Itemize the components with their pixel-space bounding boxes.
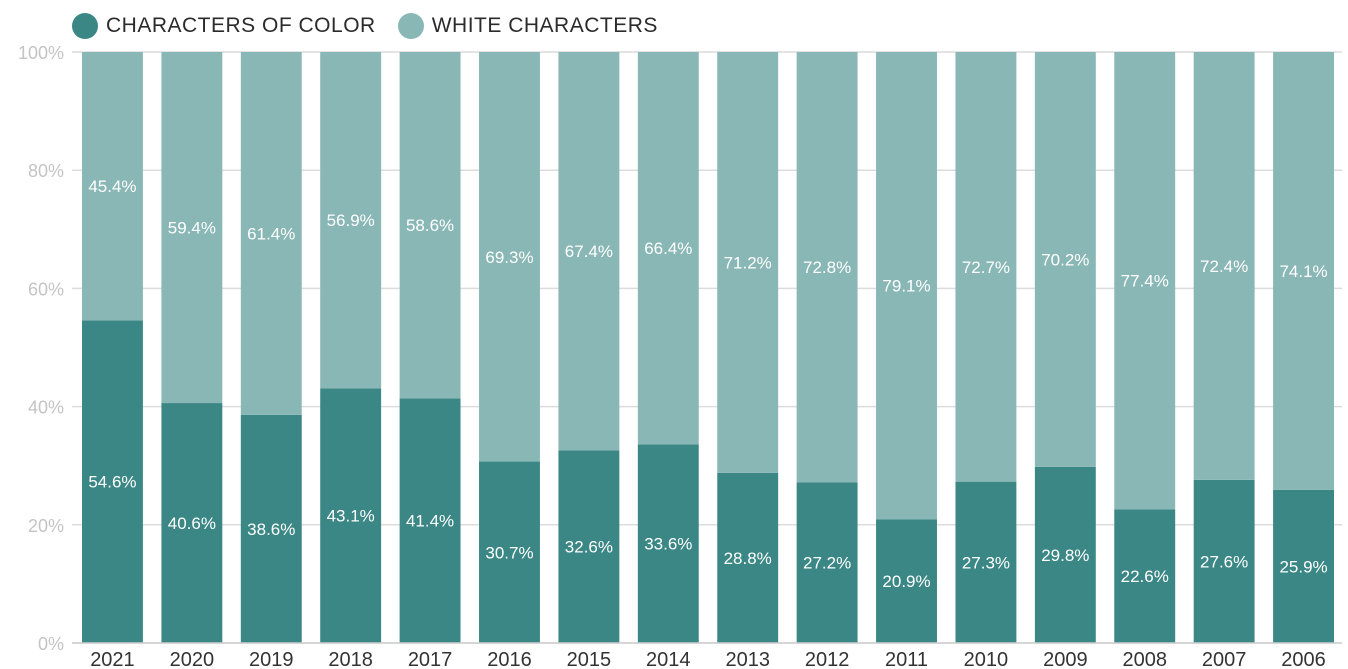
data-label-characters-of-color: 41.4%: [406, 512, 454, 531]
bar-white-characters: [320, 52, 382, 389]
bar-characters-of-color: [876, 519, 937, 643]
data-label-characters-of-color: 29.8%: [1041, 546, 1089, 565]
bar-characters-of-color: [399, 398, 461, 643]
data-label-characters-of-color: 30.7%: [485, 543, 533, 562]
bar-characters-of-color: [717, 472, 779, 643]
x-tick-label: 2018: [328, 649, 373, 669]
x-tick-label: 2017: [408, 649, 453, 669]
data-label-white-characters: 79.1%: [882, 277, 930, 296]
data-label-white-characters: 70.2%: [1041, 250, 1089, 269]
data-label-white-characters: 56.9%: [327, 211, 375, 230]
data-label-white-characters: 66.4%: [644, 239, 692, 258]
x-tick-label: 2016: [487, 649, 532, 669]
y-tick-label: 60%: [28, 279, 64, 299]
bar-white-characters: [637, 52, 699, 445]
bar-characters-of-color: [479, 461, 540, 643]
y-tick-label: 20%: [28, 516, 64, 536]
bar-white-characters: [955, 52, 1017, 482]
data-label-white-characters: 58.6%: [406, 216, 454, 235]
x-tick-label: 2014: [646, 649, 691, 669]
data-label-characters-of-color: 54.6%: [88, 473, 136, 492]
bar-characters-of-color: [955, 481, 1017, 643]
x-tick-label: 2013: [725, 649, 770, 669]
x-tick-label: 2007: [1202, 649, 1247, 669]
bar-white-characters: [399, 52, 461, 399]
chart-legend: CHARACTERS OF COLOR WHITE CHARACTERS: [72, 10, 658, 42]
x-tick-label: 2008: [1122, 649, 1167, 669]
x-tick-label: 2012: [805, 649, 850, 669]
bar-white-characters: [796, 52, 858, 483]
bar-characters-of-color: [796, 482, 858, 643]
data-label-characters-of-color: 33.6%: [644, 535, 692, 554]
x-tick-label: 2006: [1281, 649, 1326, 669]
x-tick-label: 2011: [885, 649, 928, 669]
data-label-white-characters: 77.4%: [1121, 272, 1169, 291]
bar-white-characters: [1114, 52, 1176, 510]
legend-label-characters-of-color: CHARACTERS OF COLOR: [106, 14, 376, 37]
data-label-characters-of-color: 20.9%: [882, 572, 930, 591]
bar-white-characters: [1273, 52, 1334, 490]
bar-white-characters: [1193, 52, 1255, 480]
legend-label-white-characters: WHITE CHARACTERS: [431, 14, 658, 37]
x-tick-label: 2009: [1043, 649, 1088, 669]
legend-item-characters-of-color: CHARACTERS OF COLOR: [72, 13, 376, 39]
x-tick-label: 2015: [567, 649, 612, 669]
bar-characters-of-color: [558, 450, 620, 643]
bar-white-characters: [240, 52, 302, 415]
x-tick-label: 2019: [249, 649, 294, 669]
bar-white-characters: [717, 52, 779, 473]
data-label-characters-of-color: 32.6%: [565, 538, 613, 557]
data-label-white-characters: 59.4%: [168, 219, 216, 238]
data-label-white-characters: 71.2%: [724, 253, 772, 272]
data-label-characters-of-color: 28.8%: [724, 549, 772, 568]
data-label-characters-of-color: 43.1%: [327, 507, 375, 526]
bar-white-characters: [558, 52, 620, 451]
data-label-white-characters: 72.7%: [962, 258, 1010, 277]
bar-characters-of-color: [1273, 489, 1334, 643]
bar-characters-of-color: [637, 444, 699, 643]
data-label-white-characters: 72.4%: [1200, 257, 1248, 276]
data-label-white-characters: 72.8%: [803, 258, 851, 277]
data-label-characters-of-color: 27.6%: [1200, 552, 1248, 571]
bar-characters-of-color: [82, 320, 143, 643]
bar-characters-of-color: [1193, 479, 1255, 643]
bar-white-characters: [876, 52, 937, 520]
x-tick-label: 2020: [170, 649, 215, 669]
data-label-characters-of-color: 40.6%: [168, 514, 216, 533]
data-label-characters-of-color: 22.6%: [1121, 567, 1169, 586]
bar-white-characters: [82, 52, 143, 321]
data-label-characters-of-color: 27.3%: [962, 553, 1010, 572]
y-tick-label: 100%: [18, 43, 64, 63]
legend-swatch-characters-of-color: [72, 13, 98, 39]
bar-white-characters: [1034, 52, 1096, 467]
bar-white-characters: [161, 52, 223, 404]
legend-swatch-white-characters: [397, 13, 424, 39]
legend-item-white-characters: WHITE CHARACTERS: [397, 13, 658, 39]
x-tick-label: 2010: [964, 649, 1009, 669]
data-label-white-characters: 74.1%: [1279, 262, 1327, 281]
bar-characters-of-color: [1114, 509, 1176, 643]
data-label-white-characters: 69.3%: [485, 248, 533, 267]
bar-characters-of-color: [161, 403, 223, 643]
data-label-white-characters: 45.4%: [88, 177, 136, 196]
data-label-white-characters: 67.4%: [565, 242, 613, 261]
bar-characters-of-color: [240, 414, 302, 643]
data-label-white-characters: 61.4%: [247, 224, 295, 243]
y-tick-label: 0%: [38, 634, 64, 654]
y-tick-label: 40%: [28, 398, 64, 418]
bar-white-characters: [479, 52, 540, 462]
data-label-characters-of-color: 38.6%: [247, 520, 295, 539]
data-label-characters-of-color: 27.2%: [803, 554, 851, 573]
x-tick-label: 2021: [90, 649, 135, 669]
bar-characters-of-color: [1034, 466, 1096, 643]
y-tick-label: 80%: [28, 161, 64, 181]
bar-characters-of-color: [320, 388, 382, 643]
data-label-characters-of-color: 25.9%: [1279, 557, 1327, 576]
